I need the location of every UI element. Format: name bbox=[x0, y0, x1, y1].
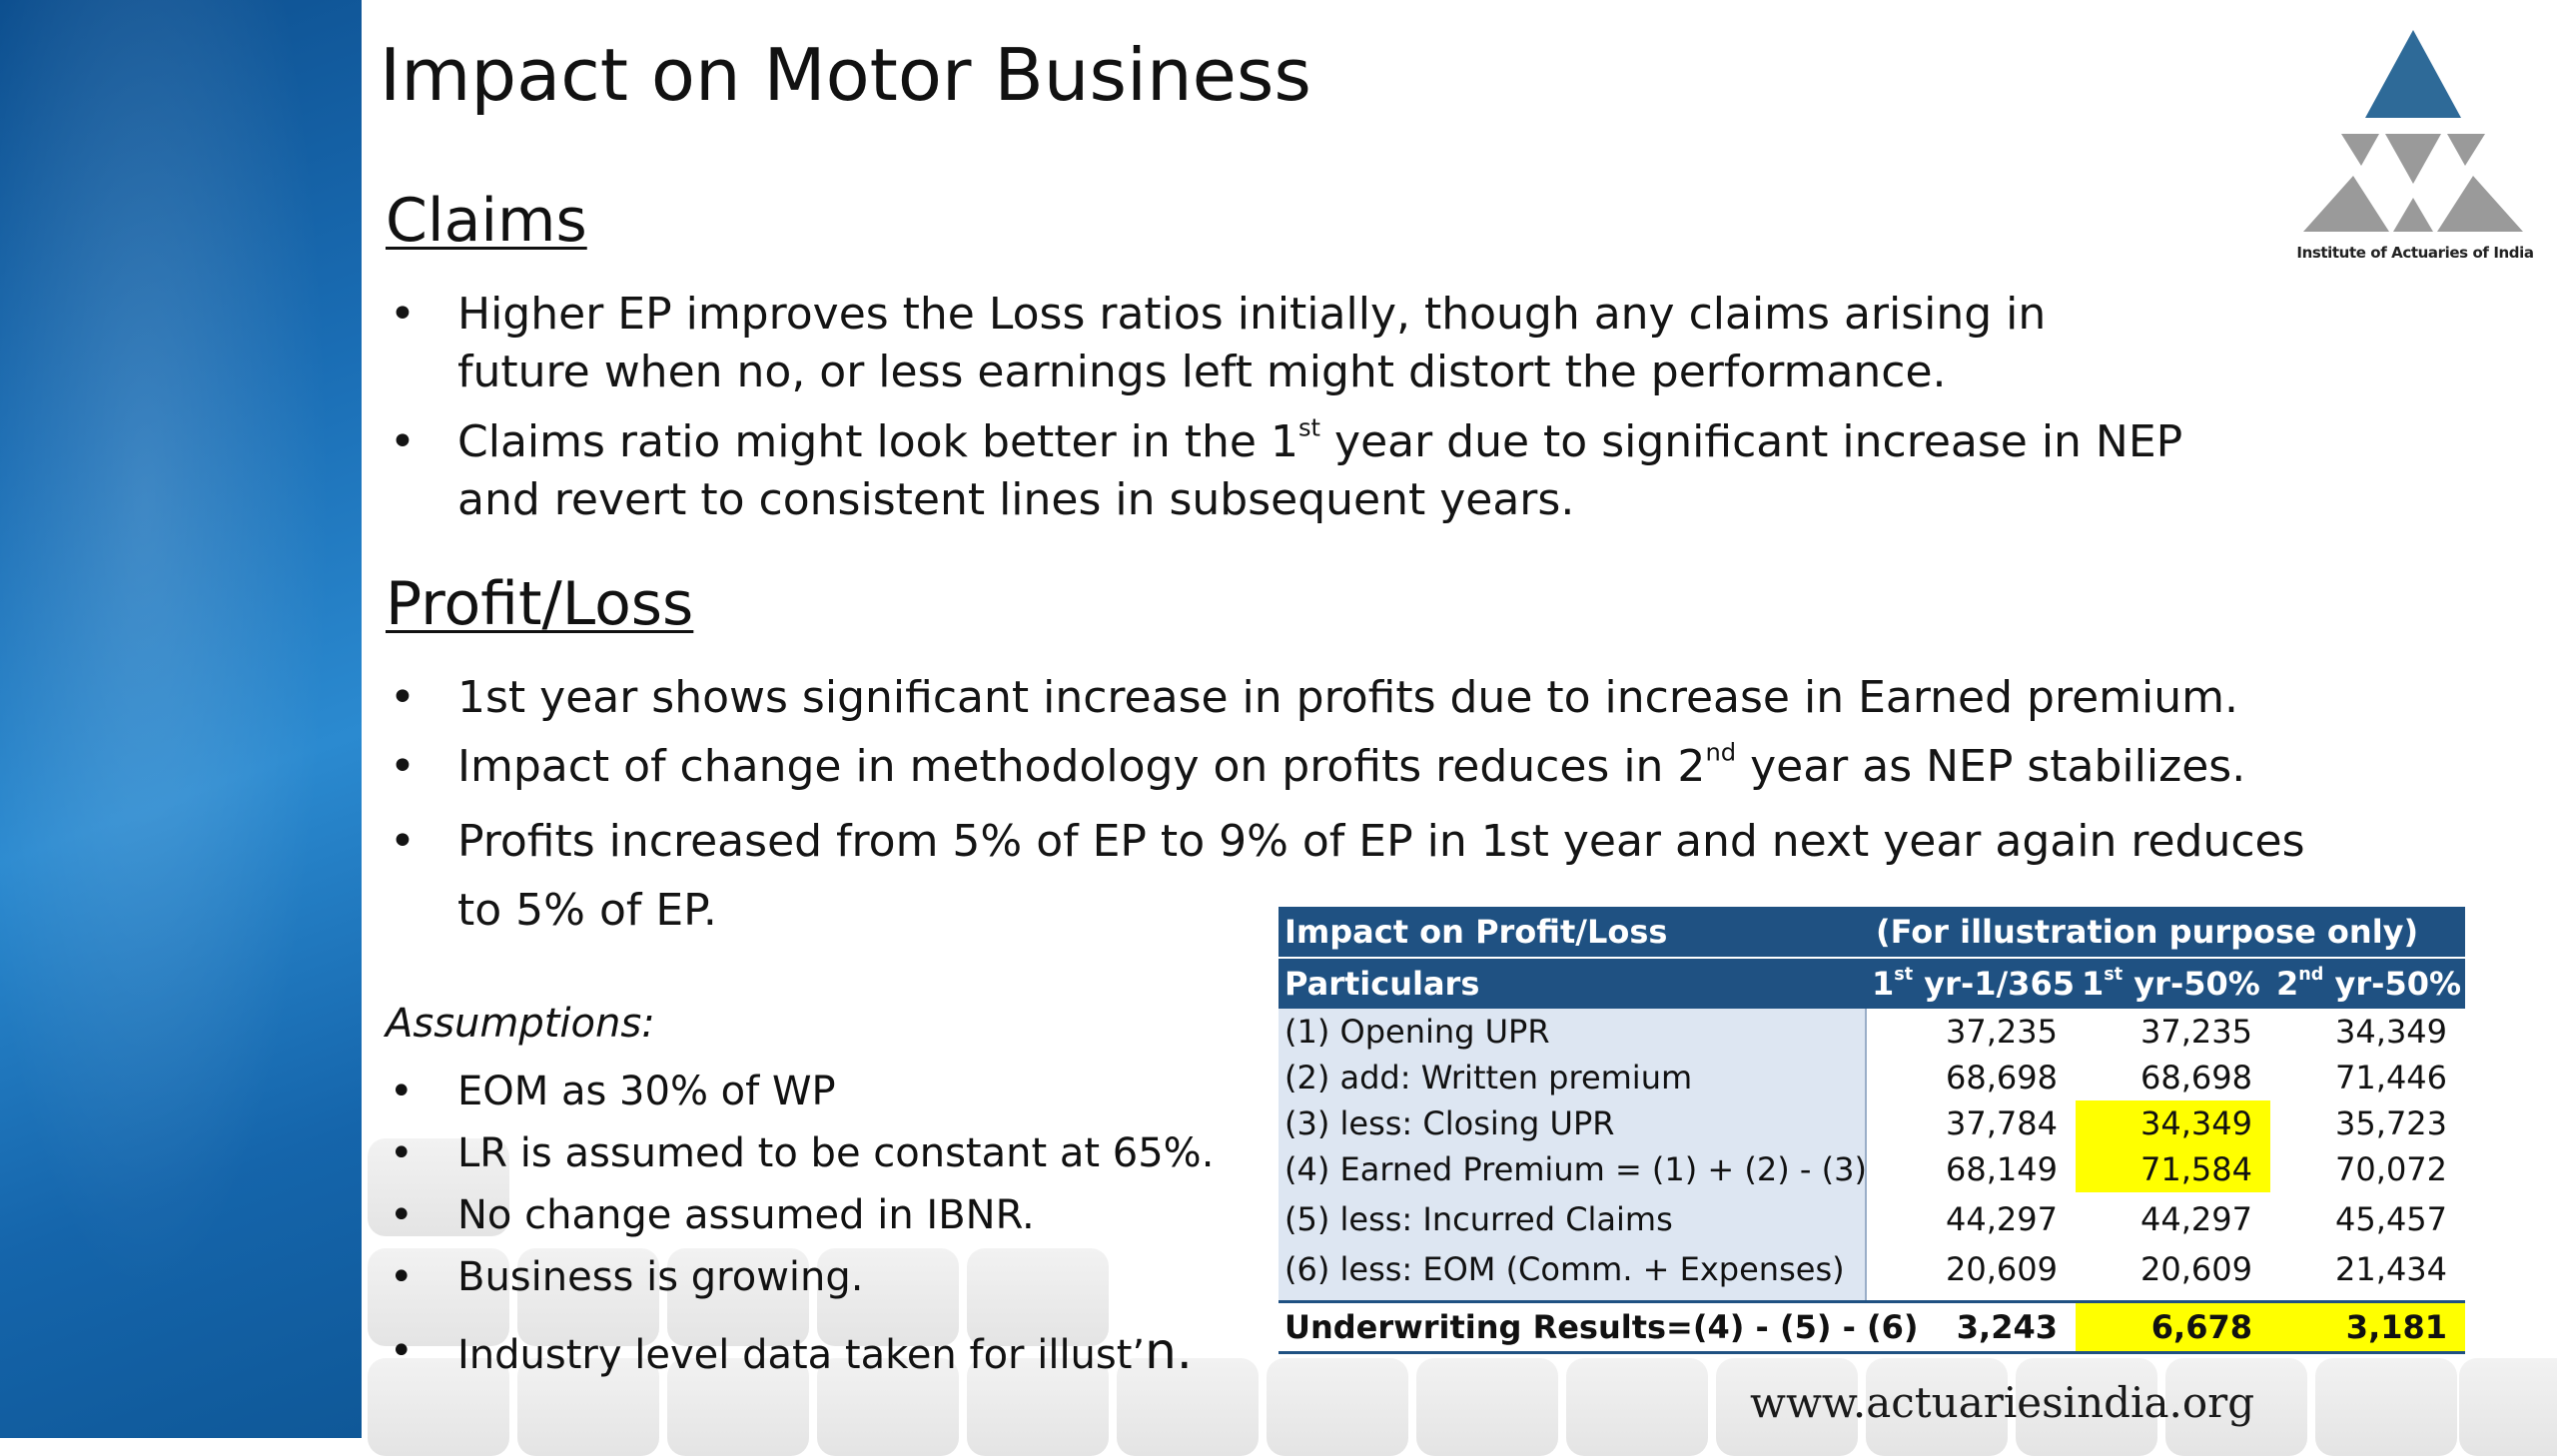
table-row: (2) add: Written premium 68,698 68,698 7… bbox=[1278, 1055, 2466, 1100]
profit-loss-bullet: 1st year shows significant increase in p… bbox=[386, 669, 2383, 727]
cell-value: 71,446 bbox=[2270, 1055, 2466, 1100]
cell-value: 68,698 bbox=[2076, 1055, 2270, 1100]
profit-loss-bullet: Profits increased from 5% of EP to 9% of… bbox=[386, 807, 2335, 945]
claims-bullet: Higher EP improves the Loss ratios initi… bbox=[386, 286, 2056, 401]
total-value-highlighted: 6,678 bbox=[2076, 1300, 2270, 1354]
assumptions-list: EOM as 30% of WP LR is assumed to be con… bbox=[386, 1061, 1214, 1382]
cell-value: 21,434 bbox=[2270, 1246, 2466, 1292]
profit-loss-bullet: Impact of change in methodology on profi… bbox=[386, 738, 2383, 796]
table-row: (5) less: Incurred Claims 44,297 44,297 … bbox=[1278, 1192, 2466, 1246]
claims-heading: Claims bbox=[386, 186, 587, 256]
claims-bullet: Claims ratio might look better in the 1s… bbox=[386, 413, 2195, 529]
side-decoration-band bbox=[0, 0, 362, 1438]
table-row: (3) less: Closing UPR 37,784 34,349 35,7… bbox=[1278, 1100, 2466, 1146]
table-row: (4) Earned Premium = (1) + (2) - (3) 68,… bbox=[1278, 1146, 2466, 1192]
cell-value: 35,723 bbox=[2270, 1100, 2466, 1146]
column-header-2nd-yr-50: 2nd yr-50% bbox=[2270, 958, 2466, 1009]
profit-loss-table: Impact on Profit/Loss (For illustration … bbox=[1278, 907, 2466, 1354]
cell-value: 44,297 bbox=[2076, 1192, 2270, 1246]
table-note: (For illustration purpose only) bbox=[1866, 907, 2466, 958]
cell-value: 68,149 bbox=[1866, 1146, 2076, 1192]
total-value-highlighted: 3,181 bbox=[2270, 1300, 2466, 1354]
column-header-1st-yr-50: 1st yr-50% bbox=[2076, 958, 2270, 1009]
cell-value: 45,457 bbox=[2270, 1192, 2466, 1246]
institute-logo-icon bbox=[2303, 30, 2523, 232]
total-value: 3,243 bbox=[1866, 1300, 2076, 1354]
table-row: (6) less: EOM (Comm. + Expenses) 20,609 … bbox=[1278, 1246, 2466, 1292]
assumption-item: No change assumed in IBNR. bbox=[386, 1184, 1214, 1246]
table-row: (1) Opening UPR 37,235 37,235 34,349 bbox=[1278, 1009, 2466, 1055]
assumption-item: EOM as 30% of WP bbox=[386, 1061, 1214, 1122]
cell-value: 37,235 bbox=[1866, 1009, 2076, 1055]
profit-loss-bullet-list: 1st year shows significant increase in p… bbox=[386, 669, 2383, 945]
column-header-particulars: Particulars bbox=[1278, 958, 1866, 1009]
row-label: (1) Opening UPR bbox=[1278, 1009, 1867, 1055]
cell-value: 37,784 bbox=[1866, 1100, 2076, 1146]
table-title: Impact on Profit/Loss bbox=[1278, 907, 1866, 958]
total-label: Underwriting Results=(4) - (5) - (6) bbox=[1278, 1300, 1919, 1354]
assumption-item: LR is assumed to be constant at 65%. bbox=[386, 1122, 1214, 1184]
row-label: (4) Earned Premium = (1) + (2) - (3) bbox=[1278, 1146, 1867, 1192]
cell-value: 68,698 bbox=[1866, 1055, 2076, 1100]
cell-value: 37,235 bbox=[2076, 1009, 2270, 1055]
table-total-row: Underwriting Results=(4) - (5) - (6) 3,2… bbox=[1278, 1300, 2466, 1354]
logo-caption: Institute of Actuaries of India bbox=[2296, 244, 2534, 262]
profit-loss-heading: Profit/Loss bbox=[386, 569, 694, 639]
table-title-row: Impact on Profit/Loss (For illustration … bbox=[1278, 907, 2466, 958]
assumptions-heading: Assumptions: bbox=[386, 1001, 655, 1047]
cell-value: 20,609 bbox=[1866, 1246, 2076, 1292]
cell-value: 44,297 bbox=[1866, 1192, 2076, 1246]
cell-value-highlighted: 34,349 bbox=[2076, 1100, 2270, 1146]
assumption-item: Business is growing. bbox=[386, 1246, 1214, 1308]
cell-value: 20,609 bbox=[2076, 1246, 2270, 1292]
column-header-1st-yr-1-365: 1st yr-1/365 bbox=[1866, 958, 2076, 1009]
row-label: (2) add: Written premium bbox=[1278, 1055, 1867, 1100]
row-label: (3) less: Closing UPR bbox=[1278, 1100, 1867, 1146]
row-label: (5) less: Incurred Claims bbox=[1278, 1192, 1867, 1246]
cell-value: 34,349 bbox=[2270, 1009, 2466, 1055]
cell-value-highlighted: 71,584 bbox=[2076, 1146, 2270, 1192]
table-header-row: Particulars 1st yr-1/365 1st yr-50% 2nd … bbox=[1278, 958, 2466, 1009]
claims-bullet-list: Higher EP improves the Loss ratios initi… bbox=[386, 286, 2182, 529]
row-label: (6) less: EOM (Comm. + Expenses) bbox=[1278, 1246, 1867, 1292]
table-spacer-row bbox=[1278, 1292, 2466, 1302]
assumption-item: Industry level data taken for illust’n. bbox=[386, 1320, 1214, 1382]
slide-title: Impact on Motor Business bbox=[380, 33, 1311, 117]
footer-website-url: www.actuariesindia.org bbox=[1750, 1378, 2255, 1427]
cell-value: 70,072 bbox=[2270, 1146, 2466, 1192]
